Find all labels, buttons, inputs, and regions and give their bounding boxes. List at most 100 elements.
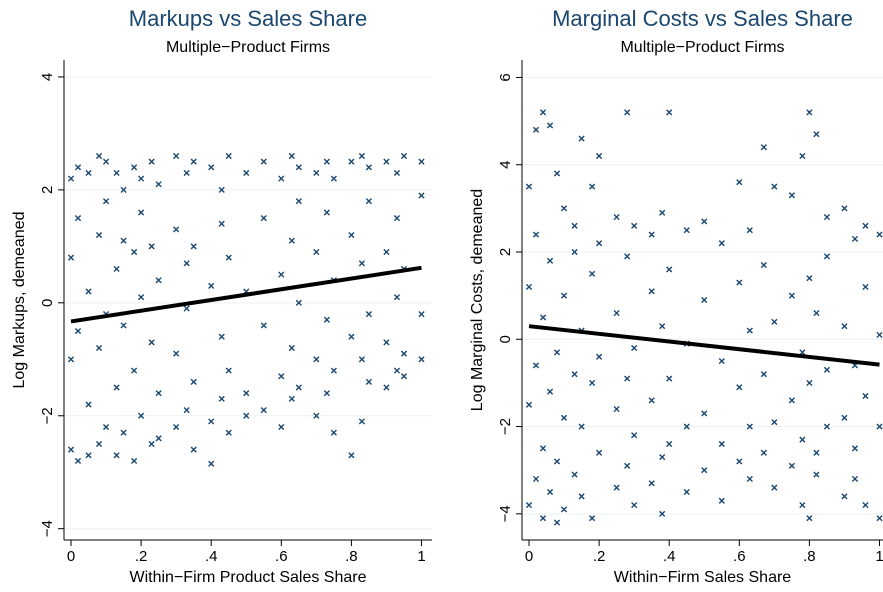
x-tick-label: 0: [525, 548, 533, 565]
point: [95, 152, 103, 160]
point: [862, 222, 869, 229]
y-tick-label: −4: [39, 520, 56, 537]
x-axis-label: Within−Firm Product Sales Share: [130, 569, 367, 586]
x-tick-label: 1: [417, 548, 425, 565]
point: [313, 169, 320, 177]
point: [813, 309, 820, 317]
x-axis-label: Within−Firm Sales Share: [614, 569, 791, 586]
point: [589, 515, 596, 522]
point: [525, 401, 533, 408]
point: [736, 279, 743, 286]
point: [148, 440, 155, 448]
point: [571, 471, 578, 478]
point: [659, 453, 666, 461]
point: [841, 493, 848, 500]
point: [173, 226, 180, 233]
point: [358, 152, 365, 160]
point: [532, 475, 540, 483]
point: [736, 179, 743, 186]
point: [539, 445, 547, 452]
y-axis-label: Log Markups, demeaned: [11, 212, 28, 389]
point: [190, 158, 197, 165]
point: [771, 318, 778, 325]
point: [683, 227, 690, 234]
point: [701, 410, 708, 417]
point: [613, 405, 620, 413]
point: [813, 471, 820, 478]
point: [383, 384, 390, 391]
point: [225, 254, 232, 261]
point: [788, 292, 795, 299]
point: [788, 462, 795, 469]
point: [208, 460, 215, 467]
point: [701, 467, 708, 474]
point: [155, 181, 162, 188]
y-tick-label: 4: [497, 161, 514, 169]
point: [788, 397, 795, 404]
point: [578, 493, 585, 500]
point: [400, 350, 408, 357]
y-axis-label: Log Marginal Costs, demeaned: [469, 189, 486, 411]
point: [589, 379, 596, 387]
x-tick-label: .8: [345, 548, 358, 565]
point: [841, 414, 848, 421]
point: [683, 488, 690, 496]
point: [288, 237, 295, 244]
point: [746, 327, 753, 334]
point: [631, 222, 638, 229]
point: [85, 401, 92, 408]
point: [862, 501, 869, 509]
point: [806, 275, 813, 282]
point: [736, 458, 743, 465]
x-tick-label: .4: [663, 548, 676, 565]
y-tick-label: 4: [39, 73, 56, 81]
point: [173, 152, 180, 160]
point: [260, 158, 267, 165]
point: [113, 452, 120, 459]
point: [278, 271, 285, 278]
point: [208, 418, 215, 425]
point: [67, 254, 75, 261]
point: [666, 440, 673, 448]
point: [771, 183, 778, 190]
y-tick-label: −4: [497, 505, 514, 522]
fit-line: [70, 265, 422, 324]
point: [288, 344, 295, 352]
point: [120, 237, 127, 244]
point: [596, 353, 603, 360]
point: [851, 235, 859, 243]
point: [799, 436, 806, 443]
point: [67, 175, 75, 182]
point: [718, 240, 725, 247]
point: [624, 375, 631, 382]
point: [131, 248, 138, 256]
point: [74, 215, 82, 222]
point: [806, 515, 813, 522]
point: [120, 322, 127, 329]
y-tick-label: 2: [39, 186, 56, 194]
point: [260, 407, 267, 414]
point: [546, 388, 554, 395]
point: [683, 423, 690, 430]
chart-subtitle: Multiple−Product Firms: [166, 39, 330, 56]
point: [876, 515, 883, 522]
point: [358, 418, 365, 425]
point: [183, 407, 190, 414]
chart-subtitle: Multiple−Product Firms: [620, 39, 784, 56]
point: [666, 109, 673, 116]
point: [183, 260, 190, 267]
point: [393, 215, 401, 222]
point: [95, 344, 103, 352]
point: [348, 231, 355, 239]
point: [113, 384, 120, 391]
point: [365, 164, 373, 171]
point: [348, 452, 355, 459]
point: [851, 445, 859, 452]
point: [278, 175, 285, 182]
point: [418, 158, 425, 165]
point: [553, 170, 561, 177]
point: [841, 323, 848, 330]
point: [876, 423, 883, 430]
point: [760, 261, 767, 269]
